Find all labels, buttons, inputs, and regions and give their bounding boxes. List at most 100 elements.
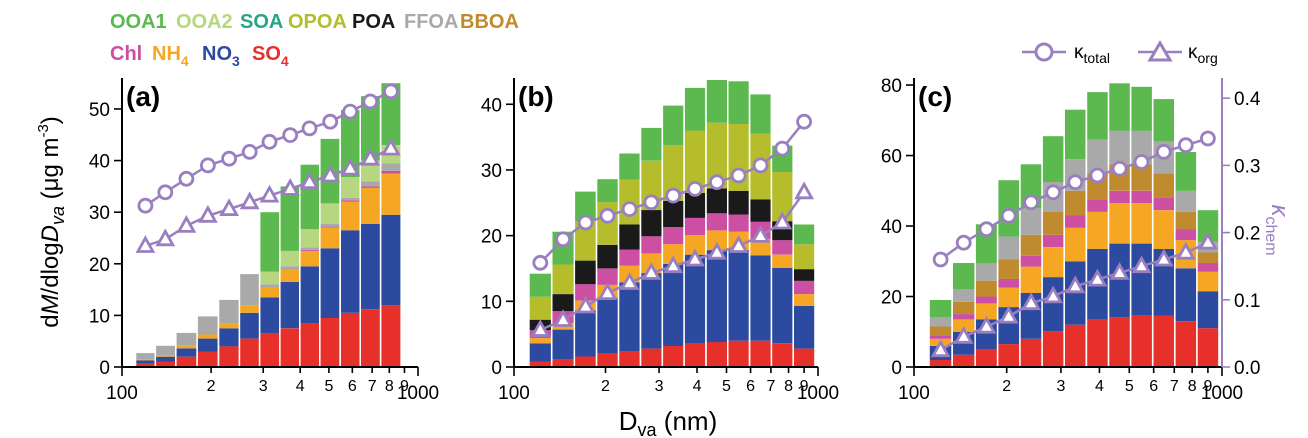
bar-ooa1 <box>706 80 727 123</box>
kappa-org-point <box>750 225 771 243</box>
bar-opoa <box>794 244 815 270</box>
x-tick-minor-label: 3 <box>655 378 664 395</box>
bar-poa <box>684 192 706 218</box>
bar-poa <box>728 191 749 215</box>
legend-item-opoa: OPOA <box>288 11 347 33</box>
kappa-total-point <box>1089 167 1106 184</box>
y-tick-label: 20 <box>481 227 502 248</box>
bar-ooa1 <box>929 300 952 318</box>
bar-nh4 <box>750 238 771 256</box>
x-tick-minor-label: 2 <box>601 378 610 395</box>
bar-no3 <box>706 250 727 343</box>
kappa-total-point <box>774 140 791 157</box>
kappa-org-point <box>1065 275 1086 294</box>
x-tick-minor-label: 6 <box>348 378 357 395</box>
bar-nh4 <box>998 287 1020 308</box>
kappa-org-point <box>597 282 618 301</box>
bar-nh4 <box>1109 203 1130 244</box>
y-tick-label: 30 <box>481 161 502 182</box>
bar-so4 <box>619 351 640 367</box>
bar-chl <box>1153 197 1174 211</box>
bar-ffoa <box>929 317 952 327</box>
bar-chl <box>1065 215 1086 228</box>
bar-nh4 <box>794 294 815 306</box>
bar-ooa1 <box>1153 99 1174 142</box>
bar-bboa <box>1175 211 1197 230</box>
bar-ffoa <box>197 316 218 335</box>
bar-nh4 <box>1131 203 1152 244</box>
kappa-org-point <box>1131 255 1152 274</box>
legend-item-soa: SOA <box>240 11 283 33</box>
legend-item-no3: NO3 <box>202 43 240 69</box>
bar-ooa1 <box>663 105 684 145</box>
x-tick-minor-label: 7 <box>766 378 775 395</box>
bar-no3 <box>1197 291 1219 329</box>
bar-ffoa <box>300 247 319 250</box>
bar-opoa <box>772 171 793 222</box>
bar-ffoa <box>953 289 975 302</box>
bar-no3 <box>320 248 340 318</box>
bar-no3 <box>641 273 662 349</box>
panel-label: (a) <box>126 81 160 112</box>
bar-so4 <box>1197 328 1219 367</box>
panel-label: (b) <box>518 81 554 112</box>
x-tick-minor-label: 6 <box>746 378 755 395</box>
bar-so4 <box>381 305 401 367</box>
bar-so4 <box>240 338 259 367</box>
bar-no3 <box>750 255 771 341</box>
bar-so4 <box>1175 321 1197 367</box>
bar-no3 <box>300 266 319 324</box>
kappa-total-point <box>1111 160 1128 177</box>
x-tick-minor-label: 5 <box>324 378 333 395</box>
bar-ooa1 <box>619 153 640 180</box>
bar-nh4 <box>1042 247 1064 278</box>
kappa-total-point <box>1000 207 1017 224</box>
bar-ffoa <box>975 263 997 281</box>
bar-ooa1 <box>1197 210 1219 242</box>
kappa-org-point <box>794 181 814 200</box>
bar-ffoa <box>280 266 299 269</box>
bar-opoa <box>575 221 596 261</box>
legend-item-ooa1: OOA1 <box>110 11 167 33</box>
bar-bboa <box>1065 190 1086 216</box>
x-tick-minor-label: 7 <box>368 378 377 395</box>
bar-chl <box>684 217 706 235</box>
bar-chl <box>728 214 749 232</box>
kappa-total-point <box>342 103 359 120</box>
bar-ffoa <box>998 236 1020 260</box>
bar-ffoa <box>240 274 259 306</box>
bar-poa <box>552 294 574 312</box>
bar-so4 <box>706 342 727 367</box>
bar-chl <box>361 186 380 188</box>
bar-opoa <box>529 296 551 320</box>
bar-poa <box>619 224 640 250</box>
legend-item-ooa2: OOA2 <box>176 11 233 33</box>
bar-chl <box>706 213 727 231</box>
bar-so4 <box>728 340 749 367</box>
bar-ooa2 <box>260 271 280 285</box>
x-tick-label: 100 <box>498 383 530 404</box>
bar-bboa <box>975 280 997 297</box>
x-tick-minor-label: 9 <box>800 378 809 395</box>
bar-so4 <box>156 361 175 367</box>
kappa-total-point <box>199 157 216 174</box>
kappa-total-legend-marker <box>1034 42 1054 62</box>
bar-no3 <box>381 214 401 306</box>
bar-no3 <box>575 310 596 357</box>
bar-chl <box>619 249 640 266</box>
kappa-total-point <box>752 157 769 174</box>
bar-ooa1 <box>575 191 596 222</box>
x-tick-minor-label: 4 <box>693 378 702 395</box>
kappa-total-point <box>796 113 812 130</box>
bar-no3 <box>597 298 618 354</box>
kappa-org-point <box>553 309 573 327</box>
bar-nh4 <box>1153 210 1174 249</box>
kappa-org-point <box>239 191 260 210</box>
bar-opoa <box>663 145 684 201</box>
bar-so4 <box>1020 338 1042 367</box>
bar-nh4 <box>529 338 551 344</box>
bar-nh4 <box>260 287 280 298</box>
bar-nh4 <box>300 250 319 267</box>
x-tick-minor-label: 7 <box>1170 378 1179 395</box>
kappa-total-point <box>730 167 747 184</box>
